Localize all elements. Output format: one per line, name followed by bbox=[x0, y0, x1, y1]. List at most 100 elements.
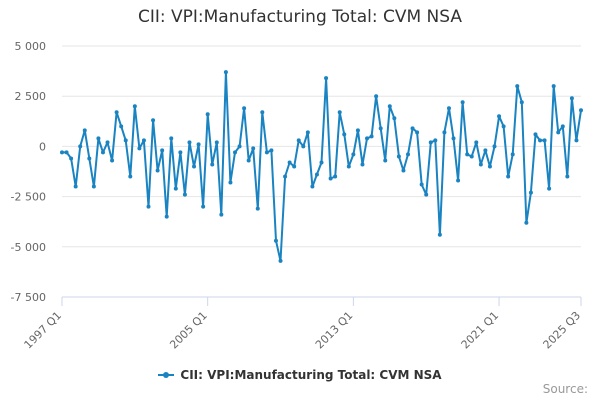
data-point[interactable] bbox=[355, 128, 360, 133]
data-point[interactable] bbox=[406, 152, 410, 157]
data-point[interactable] bbox=[141, 138, 146, 143]
data-point[interactable] bbox=[292, 164, 297, 169]
data-point[interactable] bbox=[128, 174, 133, 179]
data-point[interactable] bbox=[314, 172, 319, 177]
data-point[interactable] bbox=[160, 148, 165, 153]
series-group[interactable] bbox=[60, 70, 583, 263]
data-point[interactable] bbox=[169, 136, 174, 141]
data-point[interactable] bbox=[264, 150, 269, 155]
data-point[interactable] bbox=[201, 204, 206, 209]
data-point[interactable] bbox=[146, 204, 151, 209]
data-point[interactable] bbox=[456, 178, 461, 183]
data-point[interactable] bbox=[283, 174, 288, 179]
data-point[interactable] bbox=[278, 258, 283, 263]
data-point[interactable] bbox=[487, 164, 492, 169]
data-point[interactable] bbox=[242, 106, 247, 111]
data-point[interactable] bbox=[273, 238, 278, 243]
data-point[interactable] bbox=[151, 118, 156, 123]
data-point[interactable] bbox=[196, 142, 201, 147]
data-point[interactable] bbox=[64, 150, 69, 155]
data-point[interactable] bbox=[251, 146, 256, 151]
data-point[interactable] bbox=[579, 108, 583, 113]
data-point[interactable] bbox=[223, 70, 228, 75]
data-point[interactable] bbox=[305, 130, 310, 135]
data-point[interactable] bbox=[524, 220, 529, 225]
data-point[interactable] bbox=[369, 134, 374, 139]
data-point[interactable] bbox=[60, 150, 64, 155]
data-point[interactable] bbox=[519, 100, 524, 105]
data-point[interactable] bbox=[78, 144, 83, 149]
data-point[interactable] bbox=[442, 130, 447, 135]
data-point[interactable] bbox=[110, 158, 115, 163]
data-point[interactable] bbox=[542, 138, 547, 143]
data-point[interactable] bbox=[192, 164, 197, 169]
data-point[interactable] bbox=[433, 138, 438, 143]
legend[interactable]: CII: VPI:Manufacturing Total: CVM NSA bbox=[0, 365, 600, 382]
data-point[interactable] bbox=[501, 124, 506, 129]
data-point[interactable] bbox=[333, 174, 338, 179]
data-point[interactable] bbox=[506, 174, 511, 179]
data-point[interactable] bbox=[310, 184, 315, 189]
credits[interactable]: Source: bbox=[542, 382, 588, 396]
legend-item[interactable]: CII: VPI:Manufacturing Total: CVM NSA bbox=[158, 368, 442, 382]
data-point[interactable] bbox=[415, 130, 420, 135]
data-point[interactable] bbox=[96, 136, 101, 141]
data-point[interactable] bbox=[465, 152, 470, 157]
data-point[interactable] bbox=[419, 182, 424, 187]
data-point[interactable] bbox=[446, 106, 451, 111]
data-point[interactable] bbox=[301, 144, 306, 149]
data-point[interactable] bbox=[346, 164, 351, 169]
data-point[interactable] bbox=[237, 144, 242, 149]
data-point[interactable] bbox=[378, 126, 383, 131]
data-point[interactable] bbox=[182, 192, 187, 197]
data-point[interactable] bbox=[219, 212, 224, 217]
data-point[interactable] bbox=[556, 130, 561, 135]
data-point[interactable] bbox=[255, 206, 260, 211]
data-point[interactable] bbox=[383, 158, 388, 163]
data-point[interactable] bbox=[351, 152, 356, 157]
data-point[interactable] bbox=[401, 168, 406, 173]
data-point[interactable] bbox=[269, 148, 274, 153]
data-point[interactable] bbox=[574, 138, 579, 143]
data-point[interactable] bbox=[528, 190, 533, 195]
data-point[interactable] bbox=[178, 150, 183, 155]
data-point[interactable] bbox=[287, 160, 292, 165]
data-point[interactable] bbox=[228, 180, 233, 185]
data-point[interactable] bbox=[483, 148, 488, 153]
data-point[interactable] bbox=[119, 124, 124, 129]
data-point[interactable] bbox=[132, 104, 137, 109]
data-point[interactable] bbox=[510, 152, 515, 157]
data-point[interactable] bbox=[547, 186, 552, 191]
data-point[interactable] bbox=[114, 110, 119, 115]
data-point[interactable] bbox=[319, 160, 324, 165]
data-point[interactable] bbox=[424, 192, 429, 197]
data-point[interactable] bbox=[205, 112, 210, 117]
data-point[interactable] bbox=[515, 84, 520, 89]
data-point[interactable] bbox=[460, 100, 465, 105]
series-line[interactable] bbox=[62, 71, 582, 262]
data-point[interactable] bbox=[492, 144, 497, 149]
data-point[interactable] bbox=[187, 140, 192, 145]
data-point[interactable] bbox=[214, 140, 219, 145]
data-point[interactable] bbox=[246, 158, 251, 163]
data-point[interactable] bbox=[428, 140, 433, 145]
data-point[interactable] bbox=[328, 176, 333, 181]
data-point[interactable] bbox=[123, 138, 128, 143]
data-point[interactable] bbox=[387, 104, 392, 109]
data-point[interactable] bbox=[437, 232, 442, 237]
data-point[interactable] bbox=[360, 162, 365, 167]
data-point[interactable] bbox=[565, 174, 570, 179]
data-point[interactable] bbox=[396, 154, 401, 159]
data-point[interactable] bbox=[105, 140, 110, 145]
data-point[interactable] bbox=[173, 186, 178, 191]
data-point[interactable] bbox=[374, 94, 379, 99]
data-point[interactable] bbox=[451, 136, 456, 141]
data-point[interactable] bbox=[337, 110, 342, 115]
data-point[interactable] bbox=[342, 132, 347, 137]
data-point[interactable] bbox=[73, 184, 78, 189]
data-point[interactable] bbox=[533, 132, 538, 137]
data-point[interactable] bbox=[82, 128, 87, 133]
data-point[interactable] bbox=[100, 150, 105, 155]
data-point[interactable] bbox=[551, 84, 556, 89]
data-point[interactable] bbox=[497, 114, 502, 119]
